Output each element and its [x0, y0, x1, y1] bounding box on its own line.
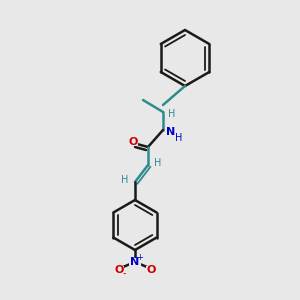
Text: H: H	[168, 109, 176, 119]
Text: N: N	[130, 257, 140, 267]
FancyBboxPatch shape	[114, 266, 124, 274]
Text: H: H	[121, 175, 129, 185]
Text: H: H	[175, 133, 183, 143]
FancyBboxPatch shape	[166, 128, 176, 136]
FancyBboxPatch shape	[146, 266, 156, 274]
Text: O: O	[146, 265, 156, 275]
Text: +: +	[136, 254, 143, 262]
FancyBboxPatch shape	[120, 176, 130, 184]
FancyBboxPatch shape	[128, 138, 138, 146]
FancyBboxPatch shape	[129, 257, 141, 266]
Text: N: N	[167, 127, 176, 137]
Text: O: O	[114, 265, 124, 275]
FancyBboxPatch shape	[153, 159, 163, 167]
Text: O: O	[128, 137, 138, 147]
Text: H: H	[154, 158, 162, 168]
Text: -: -	[122, 268, 126, 278]
FancyBboxPatch shape	[167, 111, 177, 119]
